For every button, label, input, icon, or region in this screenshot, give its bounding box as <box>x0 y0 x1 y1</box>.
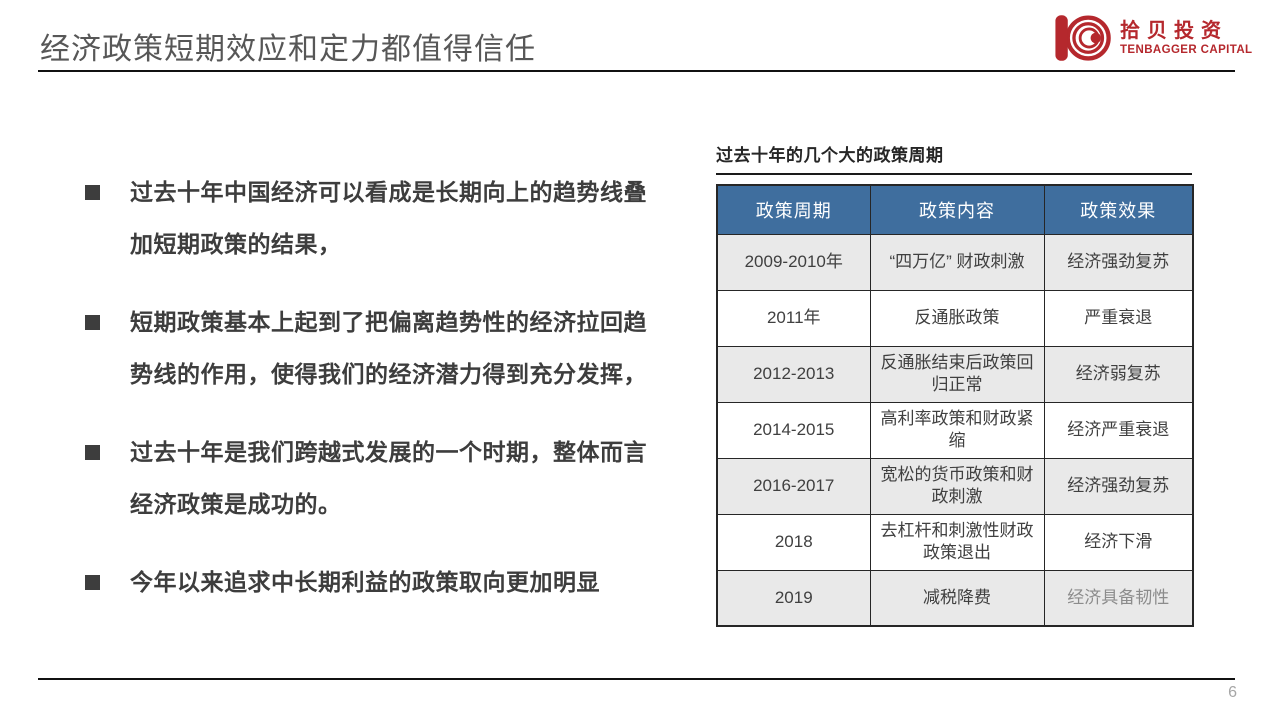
bullet-item: 过去十年中国经济可以看成是长期向上的趋势线叠加短期政策的结果， <box>85 166 685 270</box>
bullet-square-icon <box>85 445 100 460</box>
table-row: 2019 减税降费 经济具备韧性 <box>716 569 1194 627</box>
bullet-item: 过去十年是我们跨越式发展的一个时期，整体而言经济政策是成功的。 <box>85 426 685 530</box>
page-number: 6 <box>1228 684 1237 701</box>
table-row: 2012-2013 反通胀结束后政策回归正常 经济弱复苏 <box>716 345 1194 403</box>
cell-content: 减税降费 <box>869 569 1045 627</box>
cell-period: 2011年 <box>716 289 871 347</box>
company-logo: 拾贝投资 TENBAGGER CAPITAL <box>1054 12 1252 64</box>
cell-content: 去杠杆和刺激性财政政策退出 <box>869 513 1045 571</box>
policy-table: 政策周期 政策内容 政策效果 2009-2010年 “四万亿” 财政刺激 经济强… <box>716 184 1194 627</box>
policy-table-section: 过去十年的几个大的政策周期 政策周期 政策内容 政策效果 2009-2010年 … <box>716 141 1194 627</box>
tenbagger-shell-10-icon <box>1054 13 1111 63</box>
bullet-square-icon <box>85 315 100 330</box>
logo-name-cn: 拾贝投资 <box>1120 19 1228 42</box>
col-header-policy-period: 政策周期 <box>716 184 871 235</box>
table-row: 2018 去杠杆和刺激性财政政策退出 经济下滑 <box>716 513 1194 571</box>
table-title: 过去十年的几个大的政策周期 <box>716 141 1192 175</box>
table-row: 2016-2017 宽松的货币政策和财政刺激 经济强劲复苏 <box>716 457 1194 515</box>
bullet-text: 过去十年中国经济可以看成是长期向上的趋势线叠加短期政策的结果， <box>130 179 647 257</box>
cell-effect: 经济强劲复苏 <box>1043 233 1194 291</box>
page-title: 经济政策短期效应和定力都值得信任 <box>40 33 536 66</box>
cell-period: 2009-2010年 <box>716 233 871 291</box>
cell-effect: 严重衰退 <box>1043 289 1194 347</box>
bullet-text: 短期政策基本上起到了把偏离趋势性的经济拉回趋势线的作用，使得我们的经济潜力得到充… <box>130 309 647 387</box>
bullet-item: 今年以来追求中长期利益的政策取向更加明显 <box>85 556 685 608</box>
footer-divider <box>38 678 1235 680</box>
bullet-text: 过去十年是我们跨越式发展的一个时期，整体而言经济政策是成功的。 <box>130 439 647 517</box>
cell-period: 2014-2015 <box>716 401 871 459</box>
cell-effect: 经济下滑 <box>1043 513 1194 571</box>
cell-effect: 经济强劲复苏 <box>1043 457 1194 515</box>
col-header-policy-effect: 政策效果 <box>1043 184 1194 235</box>
cell-period: 2012-2013 <box>716 345 871 403</box>
logo-text: 拾贝投资 TENBAGGER CAPITAL <box>1120 19 1252 58</box>
table-row: 2011年 反通胀政策 严重衰退 <box>716 289 1194 347</box>
cell-content: 反通胀政策 <box>869 289 1045 347</box>
cell-effect: 经济具备韧性 <box>1043 569 1194 627</box>
cell-content: “四万亿” 财政刺激 <box>869 233 1045 291</box>
col-header-policy-content: 政策内容 <box>869 184 1045 235</box>
cell-effect: 经济弱复苏 <box>1043 345 1194 403</box>
logo-name-en: TENBAGGER CAPITAL <box>1120 43 1253 56</box>
bullet-text: 今年以来追求中长期利益的政策取向更加明显 <box>130 569 600 595</box>
cell-content: 宽松的货币政策和财政刺激 <box>869 457 1045 515</box>
bullet-list: 过去十年中国经济可以看成是长期向上的趋势线叠加短期政策的结果， 短期政策基本上起… <box>85 166 685 634</box>
cell-period: 2018 <box>716 513 871 571</box>
cell-content: 反通胀结束后政策回归正常 <box>869 345 1045 403</box>
title-divider <box>38 70 1235 72</box>
cell-period: 2019 <box>716 569 871 627</box>
bullet-square-icon <box>85 185 100 200</box>
table-row: 2009-2010年 “四万亿” 财政刺激 经济强劲复苏 <box>716 233 1194 291</box>
table-row: 2014-2015 高利率政策和财政紧缩 经济严重衰退 <box>716 401 1194 459</box>
table-header-row: 政策周期 政策内容 政策效果 <box>716 184 1194 235</box>
bullet-square-icon <box>85 575 100 590</box>
bullet-item: 短期政策基本上起到了把偏离趋势性的经济拉回趋势线的作用，使得我们的经济潜力得到充… <box>85 296 685 400</box>
cell-period: 2016-2017 <box>716 457 871 515</box>
cell-content: 高利率政策和财政紧缩 <box>869 401 1045 459</box>
cell-effect: 经济严重衰退 <box>1043 401 1194 459</box>
